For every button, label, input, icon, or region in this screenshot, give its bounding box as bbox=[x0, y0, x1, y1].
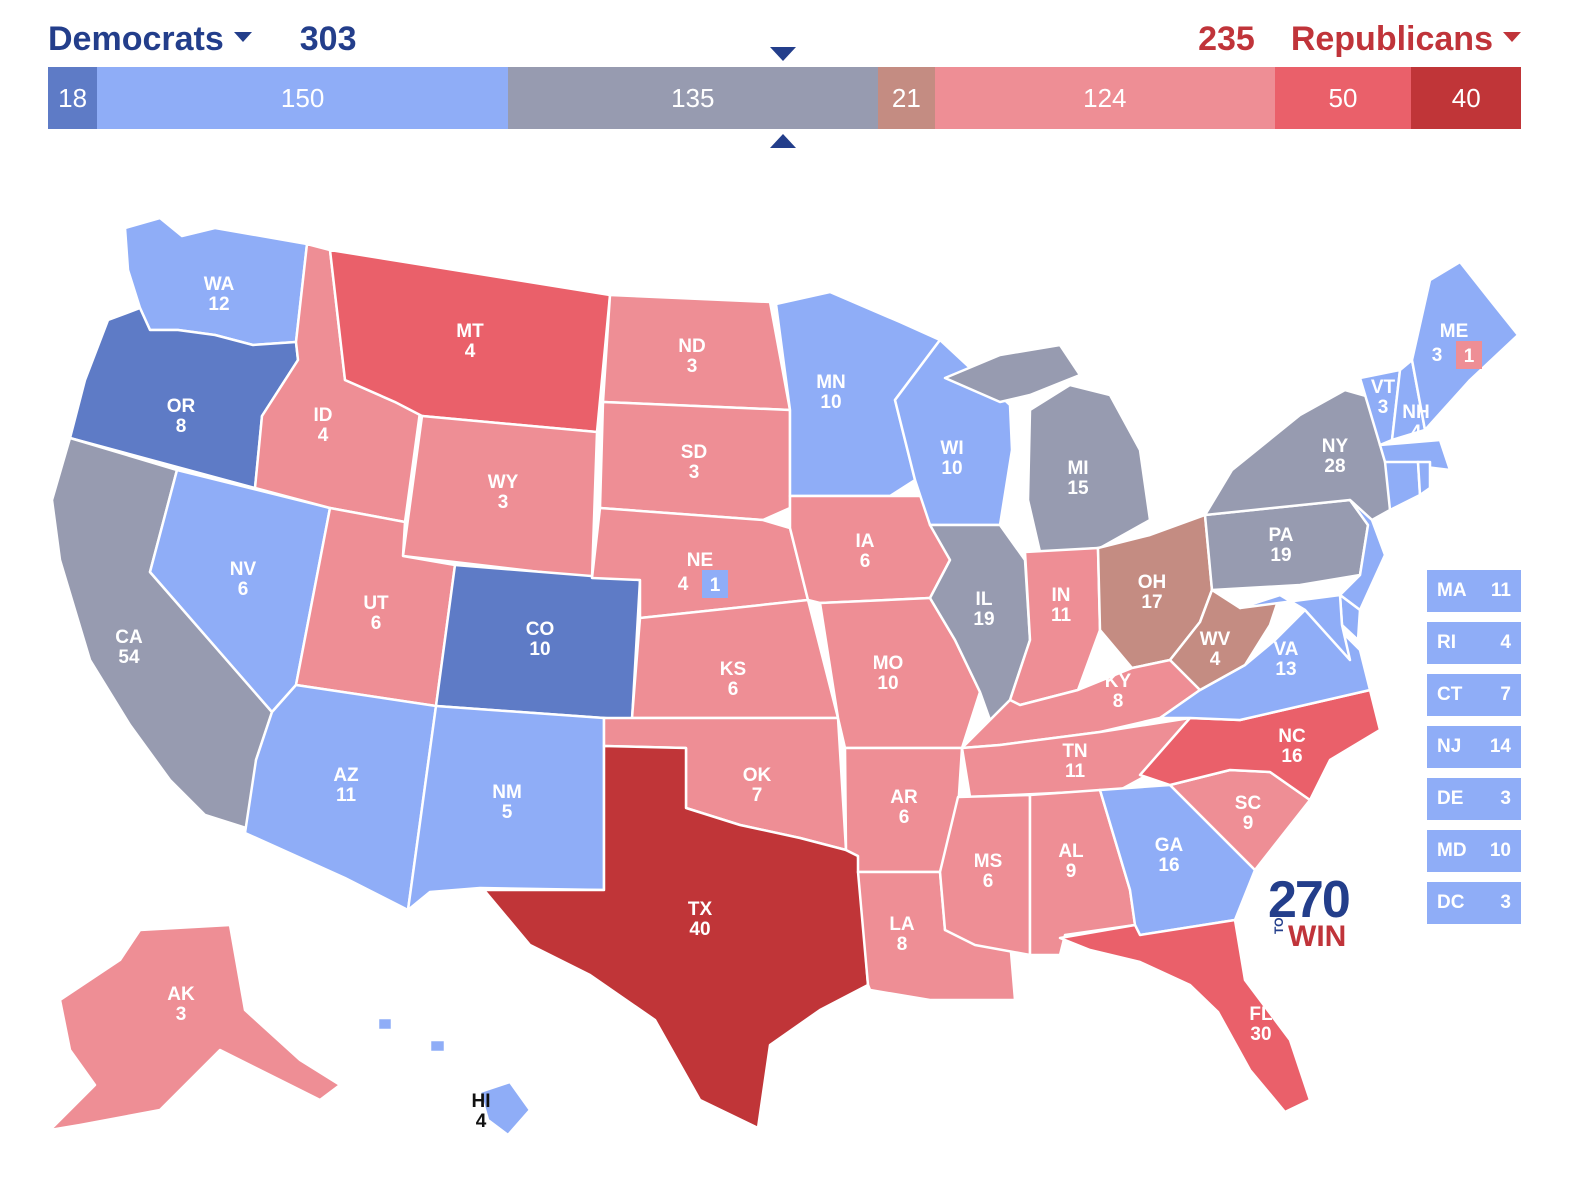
270-marker-top-icon bbox=[770, 47, 796, 61]
small-state-ev: 10 bbox=[1489, 840, 1511, 861]
democrats-header: Democrats 303 bbox=[48, 18, 356, 60]
small-state-abbr: DE bbox=[1437, 788, 1464, 809]
state-ak[interactable] bbox=[48, 923, 342, 1132]
small-state-nj[interactable]: NJ 14 bbox=[1427, 726, 1521, 768]
district-box-me[interactable] bbox=[1456, 341, 1482, 369]
state-wv[interactable] bbox=[1168, 588, 1282, 692]
state-ks[interactable] bbox=[630, 598, 840, 720]
small-state-ev: 14 bbox=[1489, 736, 1511, 757]
270towin-logo: 270 TO WIN bbox=[1268, 870, 1363, 960]
state-az[interactable] bbox=[243, 683, 438, 912]
small-state-ct[interactable]: CT 7 bbox=[1427, 674, 1521, 716]
state-sd[interactable] bbox=[598, 400, 792, 522]
state-wy[interactable] bbox=[401, 414, 599, 580]
small-state-abbr: DC bbox=[1437, 892, 1465, 913]
small-state-abbr: NJ bbox=[1437, 736, 1462, 757]
bar-segment[interactable]: 135 bbox=[507, 67, 878, 129]
bar-segment[interactable]: 124 bbox=[935, 67, 1275, 129]
state-wa[interactable] bbox=[123, 216, 309, 347]
electoral-vote-bar: 18 150 135 21 124 50 40 bbox=[48, 67, 1521, 129]
small-state-ev: 7 bbox=[1500, 684, 1511, 705]
small-state-abbr: RI bbox=[1437, 632, 1456, 653]
state-ny[interactable] bbox=[1203, 388, 1392, 522]
logo-win: WIN bbox=[1288, 920, 1347, 953]
state-nd[interactable] bbox=[601, 293, 792, 412]
state-ri[interactable] bbox=[1416, 460, 1432, 497]
republicans-total: 235 bbox=[1198, 19, 1255, 58]
small-state-ev: 3 bbox=[1500, 788, 1511, 809]
state-ct[interactable] bbox=[1383, 460, 1422, 512]
small-state-ri[interactable]: RI 4 bbox=[1427, 622, 1521, 664]
state-md[interactable] bbox=[1238, 593, 1352, 662]
state-nm[interactable] bbox=[406, 704, 606, 912]
small-state-ev: 3 bbox=[1500, 892, 1511, 913]
republicans-label[interactable]: Republicans bbox=[1290, 19, 1493, 58]
democrats-label[interactable]: Democrats bbox=[48, 19, 224, 58]
small-states-list: MA 11 RI 4 CT 7 NJ 14 DE 3 MD 10 DC 3 bbox=[1427, 570, 1521, 934]
district-box-ne[interactable] bbox=[702, 570, 728, 598]
state-fl[interactable] bbox=[1058, 918, 1312, 1114]
bar-segment[interactable]: 18 bbox=[48, 67, 98, 129]
state-mi[interactable] bbox=[943, 343, 1152, 554]
bar-segment[interactable]: 21 bbox=[877, 67, 936, 129]
small-state-ev: 11 bbox=[1490, 580, 1511, 601]
bar-segment[interactable]: 50 bbox=[1274, 67, 1412, 129]
small-state-abbr: MA bbox=[1437, 580, 1467, 601]
small-state-ma[interactable]: MA 11 bbox=[1427, 570, 1521, 612]
small-state-dc[interactable]: DC 3 bbox=[1427, 882, 1521, 924]
democrats-total: 303 bbox=[299, 19, 357, 58]
state-hi[interactable] bbox=[376, 1016, 532, 1137]
bar-segment[interactable]: 150 bbox=[97, 67, 508, 129]
270-marker-bottom-icon bbox=[770, 134, 796, 148]
logo-to: TO bbox=[1272, 917, 1286, 934]
small-state-md[interactable]: MD 10 bbox=[1427, 830, 1521, 872]
state-tx[interactable] bbox=[482, 744, 870, 1130]
small-state-abbr: CT bbox=[1437, 684, 1463, 705]
republicans-dropdown-caret-icon[interactable] bbox=[1503, 32, 1521, 42]
small-state-abbr: MD bbox=[1437, 840, 1467, 861]
republicans-header: 235 Republicans bbox=[1198, 18, 1521, 60]
logo-number: 270 bbox=[1268, 871, 1351, 929]
state-co[interactable] bbox=[434, 563, 642, 722]
small-state-de[interactable]: DE 3 bbox=[1427, 778, 1521, 820]
democrats-dropdown-caret-icon[interactable] bbox=[233, 32, 252, 42]
small-state-ev: 4 bbox=[1500, 632, 1511, 653]
bar-segment[interactable]: 40 bbox=[1411, 67, 1521, 129]
state-ms[interactable] bbox=[938, 793, 1032, 957]
